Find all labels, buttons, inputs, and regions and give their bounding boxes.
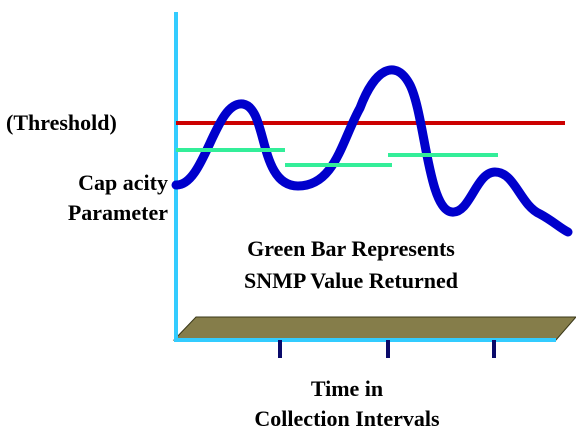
legend-note-line2: SNMP Value Returned — [244, 268, 458, 293]
threshold-label: (Threshold) — [6, 110, 117, 135]
legend-note: Green Bar Represents SNMP Value Returned — [196, 233, 506, 297]
time-axis-slab — [172, 316, 576, 341]
x-axis-label-line1: Time in — [310, 376, 384, 401]
legend-note-line1: Green Bar Represents — [247, 236, 455, 261]
x-axis-label-line2: Collection Intervals — [254, 406, 440, 431]
capacity-parameter-label: Cap acity Parameter — [0, 168, 168, 228]
capacity-label-line2: Parameter — [67, 200, 168, 225]
x-axis-label: Time in Collection Intervals — [232, 374, 462, 434]
capacity-label-line1: Cap acity — [78, 170, 168, 195]
capacity-curve — [171, 65, 573, 237]
